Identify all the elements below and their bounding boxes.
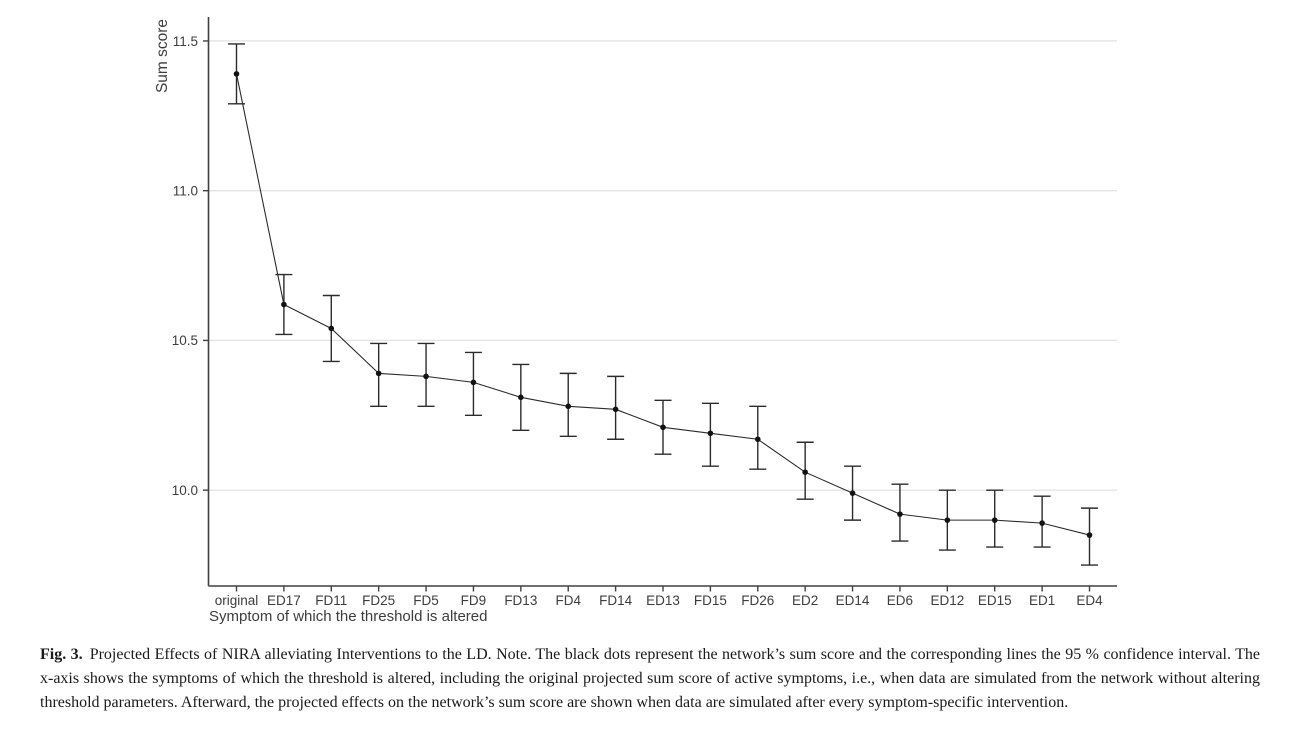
series-line — [235, 73, 1090, 536]
y-ticks: 11.5 11.0 10.5 10.0 — [172, 34, 209, 498]
x-tick-label: FD25 — [362, 593, 395, 608]
x-axis-title: Symptom of which the threshold is altere… — [209, 608, 487, 625]
x-tick-label: FD4 — [555, 593, 581, 608]
y-axis-title-group: Sum score — [154, 19, 171, 93]
data-point — [233, 71, 240, 77]
data-point — [565, 403, 572, 410]
data-point — [944, 517, 951, 523]
chart-area: 11.5 11.0 10.5 10.0 original ED17 FD11 FD25 FD5 F… — [154, 17, 1117, 625]
series-line-group — [235, 73, 1090, 536]
x-tick-label: FD9 — [461, 593, 487, 608]
x-tick-label: ED4 — [1076, 593, 1103, 608]
x-tick-label: ED1 — [1029, 593, 1055, 608]
x-tick-label: ED2 — [792, 593, 818, 608]
y-tick-label: 11.0 — [173, 183, 198, 198]
x-tick-label: FD11 — [315, 593, 347, 608]
x-tick-label: FD15 — [694, 593, 727, 608]
axes — [207, 17, 1117, 587]
x-axis-title-group: Symptom of which the threshold is altere… — [209, 608, 487, 625]
data-point — [328, 325, 335, 332]
data-point — [897, 511, 903, 517]
x-tick-label: ED12 — [930, 593, 964, 608]
data-point — [423, 373, 429, 380]
data-point — [518, 394, 524, 401]
data-point — [660, 424, 666, 431]
y-tick-label: 11.5 — [173, 34, 198, 49]
data-point — [281, 301, 287, 308]
data-point — [375, 370, 382, 377]
x-ticks: original ED17 FD11 FD25 FD5 FD9 FD13 FD4 FD14 ED1… — [215, 586, 1103, 608]
y-gridlines — [208, 40, 1117, 491]
data-point — [754, 436, 761, 443]
data-points — [233, 71, 1093, 538]
y-tick-label: 10.0 — [172, 483, 198, 498]
x-tick-label: ED6 — [887, 593, 913, 608]
x-tick-label: FD5 — [413, 593, 439, 608]
figure-caption: Fig. 3. Projected Effects of NIRA allevia… — [40, 643, 1260, 715]
data-point — [1039, 520, 1045, 526]
data-point — [849, 490, 856, 496]
data-point — [1086, 532, 1093, 538]
data-point — [612, 406, 619, 413]
x-tick-label: ED15 — [978, 593, 1012, 608]
error-bars — [228, 43, 1098, 566]
x-tick-label: FD26 — [741, 593, 774, 608]
figure-caption-text: Projected Effects of NIRA alleviating In… — [40, 646, 1261, 711]
x-tick-label: ED13 — [646, 593, 680, 608]
y-tick-label: 10.5 — [172, 333, 198, 348]
y-axis-title: Sum score — [154, 19, 171, 93]
sum-score-errorbar-chart: 11.5 11.0 10.5 10.0 original ED17 FD11 FD25 FD5 F… — [154, 17, 1117, 625]
data-point — [802, 469, 808, 476]
x-tick-label: ED17 — [267, 593, 301, 608]
x-tick-label: ED14 — [836, 593, 870, 608]
data-point — [707, 430, 714, 437]
x-tick-label: original — [215, 593, 259, 608]
data-point — [470, 379, 477, 386]
x-tick-label: FD14 — [599, 593, 633, 608]
x-tick-label: FD13 — [504, 593, 537, 608]
data-point — [991, 517, 998, 523]
figure-caption-label: Fig. 3. — [40, 646, 83, 663]
